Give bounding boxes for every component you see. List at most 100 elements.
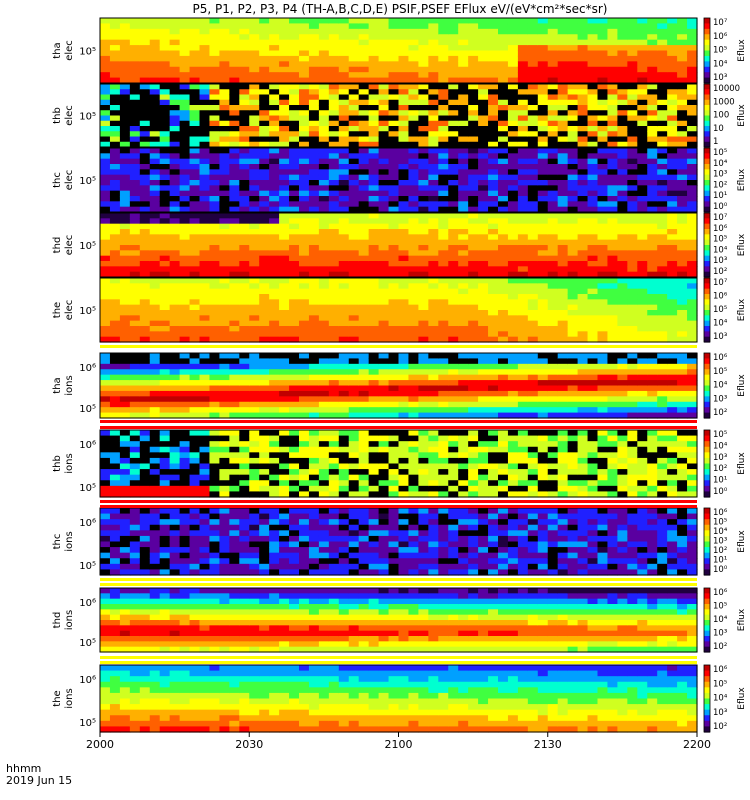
heatmap-cell <box>289 283 300 290</box>
heatmap-cell <box>189 390 201 397</box>
heatmap-cell <box>169 223 181 230</box>
heatmap-cell <box>229 196 240 202</box>
heatmap-cell <box>209 185 220 192</box>
heatmap-cell <box>318 480 330 487</box>
heatmap-cell <box>478 353 489 360</box>
heatmap-cell <box>388 126 400 132</box>
heatmap-cell <box>249 201 260 208</box>
heatmap-cell <box>607 126 618 132</box>
heatmap-cell <box>547 206 559 213</box>
heatmap-cell <box>537 380 549 387</box>
heatmap-cell <box>279 271 290 278</box>
heatmap-cell <box>100 315 111 322</box>
heatmap-cell <box>378 153 390 160</box>
heatmap-cell <box>677 250 688 257</box>
heatmap-cell <box>338 164 350 170</box>
heatmap-cell <box>587 310 599 316</box>
heatmap-cell <box>458 23 469 30</box>
heatmap-cell <box>527 304 539 311</box>
heatmap-cell <box>527 380 539 387</box>
heatmap-cell <box>468 180 479 186</box>
heatmap-cell <box>358 169 370 176</box>
heatmap-cell <box>468 283 479 290</box>
heatmap-cell <box>149 28 161 35</box>
heatmap-cell <box>368 336 380 343</box>
heatmap-cell <box>219 299 230 306</box>
heatmap-cell <box>537 320 549 327</box>
heatmap-cell <box>129 385 141 392</box>
heatmap-cell <box>149 131 161 138</box>
heatmap-cell <box>617 353 628 360</box>
heatmap-cell <box>557 363 569 370</box>
heatmap-cell <box>527 115 539 122</box>
heatmap-cell <box>448 441 459 448</box>
heatmap-cell <box>587 190 599 197</box>
heatmap-cell <box>239 72 250 79</box>
heatmap-cell <box>259 452 270 459</box>
heatmap-cell <box>458 153 469 160</box>
heatmap-cell <box>269 28 280 35</box>
heatmap-cell <box>418 463 429 470</box>
heatmap-cell <box>189 213 201 219</box>
heatmap-cell <box>199 153 211 160</box>
heatmap-cell <box>189 363 201 370</box>
heatmap-cell <box>567 358 579 365</box>
heatmap-cell <box>199 380 211 387</box>
heatmap-cell <box>418 271 429 278</box>
heatmap-cell <box>488 201 499 208</box>
heatmap-cell <box>667 34 678 41</box>
heatmap-cell <box>169 474 181 481</box>
heatmap-cell <box>507 94 519 101</box>
heatmap-cell <box>109 363 121 370</box>
heatmap-cell <box>577 412 589 419</box>
heatmap-cell <box>179 174 191 181</box>
heatmap-cell <box>269 435 280 442</box>
heatmap-cell <box>229 255 240 262</box>
heatmap-cell <box>577 115 589 122</box>
heatmap-cell <box>607 336 618 343</box>
heatmap-cell <box>378 407 390 414</box>
heatmap-cell <box>448 369 459 376</box>
heatmap-cell <box>657 201 668 208</box>
heatmap-cell <box>507 336 519 343</box>
heatmap-cell <box>279 141 290 148</box>
heatmap-cell <box>139 315 151 322</box>
heatmap-cell <box>119 390 131 397</box>
heatmap-cell <box>547 89 559 96</box>
heatmap-cell <box>239 412 250 419</box>
heatmap-cell <box>398 61 410 68</box>
heatmap-cell <box>478 28 489 35</box>
heatmap-cell <box>388 266 400 273</box>
colorbar-tick-label: 10⁶ <box>713 353 728 363</box>
heatmap-cell <box>527 396 539 403</box>
heatmap-cell <box>318 169 330 176</box>
heatmap-cell <box>408 288 419 295</box>
heatmap-cell <box>428 326 439 332</box>
colorbar-tick-label: 10⁴ <box>713 59 728 69</box>
heatmap-cell <box>159 223 171 230</box>
heatmap-cell <box>398 72 410 79</box>
heatmap-cell <box>189 239 201 246</box>
heatmap-cell <box>617 94 628 101</box>
colorbar-tick-label: 10² <box>713 408 727 418</box>
heatmap-cell <box>219 180 230 186</box>
heatmap-cell <box>418 126 429 132</box>
heatmap-cell <box>627 153 638 160</box>
heatmap-cell <box>527 164 539 170</box>
heatmap-cell <box>418 363 429 370</box>
heatmap-cell <box>657 169 668 176</box>
heatmap-cell <box>637 190 648 197</box>
heatmap-cell <box>597 218 609 225</box>
heatmap-cell <box>398 110 410 117</box>
heatmap-cell <box>677 18 688 25</box>
heatmap-cell <box>527 136 539 143</box>
heatmap-cell <box>368 164 380 170</box>
heatmap-cell <box>179 380 191 387</box>
heatmap-cell <box>318 320 330 327</box>
heatmap-cell <box>458 28 469 35</box>
heatmap-cell <box>159 331 171 338</box>
heatmap-cell <box>567 331 579 338</box>
heatmap-cell <box>557 105 569 111</box>
heatmap-cell <box>299 169 310 176</box>
